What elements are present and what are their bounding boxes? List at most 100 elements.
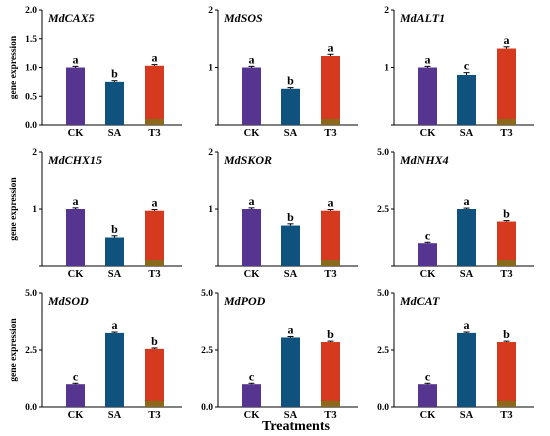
x-tick-label: CK [244,410,261,421]
y-tick-label: 0.0 [25,403,37,413]
y-tick-label: 1 [384,64,389,74]
bar-CK [66,67,85,125]
y-tick-label: 5.0 [201,289,213,299]
significance-label: b [327,327,334,341]
significance-label: b [287,210,294,224]
chart-title: MdSOS [223,11,263,25]
bar-base-T3 [321,401,340,407]
x-tick-label: SA [460,269,474,280]
x-tick-label: T3 [324,410,336,421]
chart-panel-MdSOD: 0.0 2.5 5.0 MdSOD gene expression c CK a SA b T3 [9,289,182,421]
chart-title: MdSOD [47,294,89,308]
chart-panel-MdCAT: 0.0 2.5 5.0 MdCAT c CK a SA b T3 [377,289,534,421]
x-tick-label: T3 [324,269,336,280]
chart-panel-MdPOD: 0.0 2.5 5.0 MdPOD c CK a SA b T3 [201,289,358,421]
chart-title: MdSKOR [223,153,272,167]
bar-CK [242,67,261,125]
bar-CK [66,209,85,266]
bar-T3 [497,342,516,407]
x-tick-label: T3 [500,410,512,421]
x-tick-label: CK [420,128,437,139]
bar-SA [281,337,300,407]
bar-base-T3 [497,401,516,407]
y-tick-label: 2.5 [25,346,37,356]
significance-label: a [249,194,255,208]
x-tick-label: CK [244,128,261,139]
bar-CK [418,243,437,266]
y-tick-label: 5.0 [25,289,37,299]
x-tick-label: SA [460,128,474,139]
bar-T3 [321,342,340,407]
significance-label: a [152,196,158,210]
y-tick-label: 1 [208,205,213,215]
bar-CK [66,384,85,407]
x-tick-label: SA [284,128,298,139]
x-tick-label: CK [244,269,261,280]
x-tick-label: T3 [148,269,160,280]
y-tick-label: 2.5 [377,346,389,356]
y-tick-label: 1 [32,205,37,215]
chart-panel-MdSOS: 1 2 MdSOS a CK b SA a T3 [208,6,358,139]
bar-base-T3 [145,401,164,407]
y-tick-label: 0.5 [25,92,37,102]
chart-title: MdNHX4 [399,153,449,167]
x-axis-label: Treatments [262,419,330,434]
significance-label: a [425,52,431,66]
significance-label: a [288,323,294,337]
x-tick-label: SA [108,410,122,421]
y-tick-label: 2 [32,148,37,158]
chart-panel-MdSKOR: 1 2 MdSKOR a CK b SA a T3 [208,148,358,280]
bar-T3 [145,348,164,407]
bar-CK [242,384,261,407]
significance-label: a [73,52,79,66]
x-tick-label: CK [68,269,85,280]
significance-label: a [504,33,510,47]
x-tick-label: SA [284,269,298,280]
significance-label: a [249,52,255,66]
significance-label: a [464,318,470,332]
chart-panel-MdCHX15: 1 2 MdCHX15 gene expression a CK b SA a T3 [9,148,182,280]
significance-label: b [287,74,294,88]
bar-CK [418,67,437,125]
bar-T3 [497,221,516,266]
bar-base-T3 [497,119,516,125]
bar-SA [281,225,300,266]
y-tick-label: 1.5 [25,35,37,45]
bar-CK [242,209,261,266]
x-tick-label: CK [68,410,85,421]
bar-T3 [321,210,340,266]
x-tick-label: SA [284,410,298,421]
y-axis-label: gene expression [9,318,19,382]
x-tick-label: T3 [324,128,336,139]
chart-title: MdPOD [223,294,266,308]
bar-T3 [145,210,164,266]
bar-T3 [321,56,340,125]
y-tick-label: 2.5 [377,205,389,215]
y-tick-label: 0.0 [25,121,37,131]
chart-title: MdALT1 [399,11,445,25]
significance-label: a [328,40,334,54]
chart-title: MdCAX5 [47,11,95,25]
x-tick-label: CK [68,128,85,139]
bar-SA [105,237,124,266]
chart-panel-MdNHX4: 2.5 5.0 MdNHX4 c CK a SA b T3 [377,148,534,280]
significance-label: b [151,334,158,348]
y-tick-label: 2.5 [201,346,213,356]
x-tick-label: SA [460,410,474,421]
significance-label: a [328,196,334,210]
x-tick-label: SA [108,128,122,139]
bar-T3 [497,48,516,125]
y-axis-label: gene expression [9,35,19,99]
significance-label: a [152,51,158,65]
y-tick-label: 1.0 [25,64,37,74]
significance-label: c [73,369,79,383]
bar-base-T3 [145,260,164,266]
significance-label: a [112,318,118,332]
y-tick-label: 0.0 [201,403,213,413]
y-tick-label: 5.0 [377,148,389,158]
y-tick-label: 0.0 [377,403,389,413]
x-tick-label: T3 [148,410,160,421]
chart-title: MdCHX15 [47,153,102,167]
y-tick-label: 2 [208,6,213,16]
